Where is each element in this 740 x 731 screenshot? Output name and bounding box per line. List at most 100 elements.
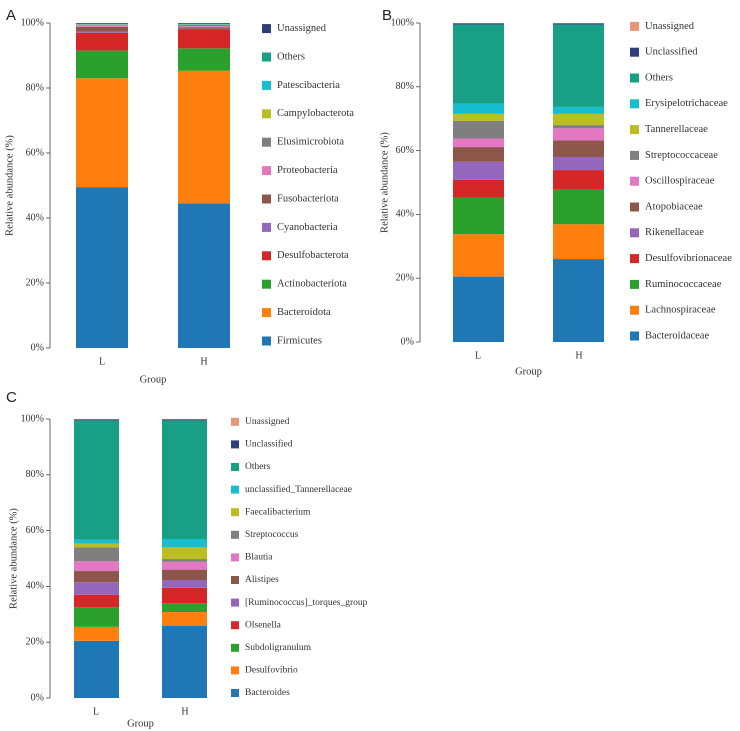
panel-c-legend-label: Alistipes	[245, 575, 279, 585]
panel-a-bar-h-segment	[178, 24, 230, 27]
panel-a-bar-h-segment	[178, 203, 230, 348]
panel-c-bar-h-segment	[162, 559, 207, 562]
panel-c-legend-label: Olsenella	[245, 620, 282, 630]
panel-c-bar-h-segment	[162, 603, 207, 613]
panel-c-bar-l-segment	[74, 626, 119, 641]
panel-c-legend-swatch	[231, 666, 239, 675]
panel-b-legend-swatch	[630, 279, 639, 289]
panel-c-legend-swatch	[231, 440, 239, 449]
panel-c-y-tick-label: 40%	[26, 581, 44, 592]
panel-b-legend-swatch	[630, 202, 639, 212]
panel-b-legend-label: Unclassified	[645, 47, 698, 58]
panel-a-y-axis-label: Relative abundance (%)	[4, 135, 15, 236]
panel-a-legend-label: Fusobacteriota	[277, 193, 339, 204]
panel-c-legend-swatch	[231, 463, 239, 471]
panel-b-bar-h-segment	[553, 24, 604, 107]
panel-c-y-tick-label: 60%	[26, 525, 44, 536]
panel-b-bar-l-segment	[453, 120, 504, 139]
panel-a-legend-swatch	[262, 109, 271, 119]
panel-a-y-tick-label: 60%	[26, 147, 44, 158]
panel-c-legend-label: Others	[245, 462, 271, 472]
panel-b-bar-h-segment	[553, 224, 604, 260]
panel-a-bar-h-segment	[178, 27, 230, 29]
panel-c-legend-swatch	[231, 530, 239, 539]
panel-a-bar-h-segment	[178, 23, 230, 25]
panel-a-bar-l-segment	[76, 50, 128, 79]
panel-b-legend-label: Atopobiaceae	[645, 201, 703, 212]
panel-c-x-tick-label: H	[181, 706, 188, 717]
panel-b-bar-h-segment	[553, 113, 604, 126]
panel-c-legend-swatch	[231, 508, 239, 517]
panel-b-bar-l-segment	[453, 147, 504, 162]
panel-a-legend-swatch	[262, 336, 271, 346]
panel-a-bar-h-segment	[178, 23, 230, 24]
panel-b-legend-label: Ruminococcaceae	[645, 279, 722, 290]
panel-a-legend-label: Elusimicrobiota	[277, 137, 344, 148]
panel-c-legend-swatch	[231, 689, 239, 697]
panel-b-letter: B	[382, 7, 392, 24]
panel-b-legend-label: Streptococcaceae	[645, 150, 718, 161]
panel-b-bar-l-segment	[453, 197, 504, 235]
panel-c-x-tick-label: L	[93, 706, 99, 717]
panel-b-legend-swatch	[630, 331, 639, 341]
panel-a-legend-swatch	[262, 166, 271, 176]
panel-c-bar-h-segment	[162, 587, 207, 604]
panel-c-bar-l-segment	[74, 640, 119, 698]
panel-c-legend-swatch	[231, 621, 239, 630]
panel-a-y-tick-label: 80%	[26, 82, 44, 93]
panel-b-legend-swatch	[630, 176, 639, 186]
panel-a-letter: A	[6, 7, 16, 24]
panel-c-bar-l-segment	[74, 539, 119, 544]
panel-a-bar-l-segment	[76, 23, 128, 24]
panel-a-legend-label: Cyanobacteria	[277, 222, 338, 233]
panel-c-y-axis-label: Relative abundance (%)	[8, 508, 19, 609]
panel-b-bar-h-segment	[553, 156, 604, 171]
panel-c-bar-l-segment	[74, 607, 119, 627]
panel-c-legend-label: Blautia	[245, 553, 273, 563]
panel-c-legend-label: Unassigned	[245, 417, 290, 427]
panel-a-x-axis-label: Group	[140, 374, 167, 385]
panel-a-legend-label: Campylobacterota	[277, 108, 354, 119]
panel-b-bar-l-segment	[453, 161, 504, 180]
panel-c-bar-h-segment	[162, 579, 207, 588]
panel-b-x-tick-label: L	[475, 350, 481, 361]
panel-b-bar-l-segment	[453, 113, 504, 121]
panel-c-bar-h-segment	[162, 569, 207, 580]
panel-b-bar-h-segment	[553, 128, 604, 141]
panel-c-bar-l-segment	[74, 543, 119, 548]
panel-a-legend-label: Others	[277, 51, 305, 62]
panel-b-bar-l-segment	[453, 276, 504, 342]
panel-b-legend-swatch	[630, 125, 639, 135]
panel-b-legend-label: Lachnospiraceae	[645, 305, 716, 316]
panel-c-bar-h-segment	[162, 612, 207, 627]
panel-b-legend-swatch	[630, 99, 639, 109]
panel-c-bar-h-segment	[162, 538, 207, 548]
panel-b-bar-l-segment	[453, 179, 504, 198]
panel-c-legend-label: Faecalibacterium	[245, 507, 311, 517]
panel-b-legend-label: Desulfovibrionaceae	[645, 253, 732, 264]
panel-b-x-axis-label: Group	[515, 366, 542, 377]
panel-a-y-tick-label: 100%	[21, 17, 44, 28]
panel-b-legend-label: Oscillospiraceae	[645, 176, 715, 187]
panel-c-bar-l-segment	[74, 547, 119, 562]
panel-b-bar-l-segment	[453, 234, 504, 277]
panel-b-bar-h-segment	[553, 140, 604, 157]
panel-b-y-tick-label: 20%	[396, 272, 414, 283]
panel-b-bar-h-segment	[553, 170, 604, 190]
panel-b-bar-h-segment	[553, 106, 604, 114]
panel-a-legend-swatch	[262, 80, 271, 90]
panel-c-legend-label: [Ruminococcus]_torques_group	[245, 598, 368, 608]
panel-b-y-tick-label: 60%	[396, 145, 414, 156]
panel-b-bar-l-segment	[453, 103, 504, 114]
panel-b-legend-label: Rikenellaceae	[645, 227, 704, 238]
panel-a-legend-swatch	[262, 308, 271, 318]
panel-b-bar-l-segment	[453, 23, 504, 25]
panel-c-legend-swatch	[231, 553, 239, 562]
panel-c-legend-swatch	[231, 485, 239, 494]
panel-c-bar-h-segment	[162, 547, 207, 560]
panel-c-bar-l-segment	[74, 419, 119, 421]
panel-a-legend-swatch	[262, 222, 271, 232]
panel-a-legend-swatch	[262, 137, 271, 147]
panel-b-legend-swatch	[630, 228, 639, 238]
